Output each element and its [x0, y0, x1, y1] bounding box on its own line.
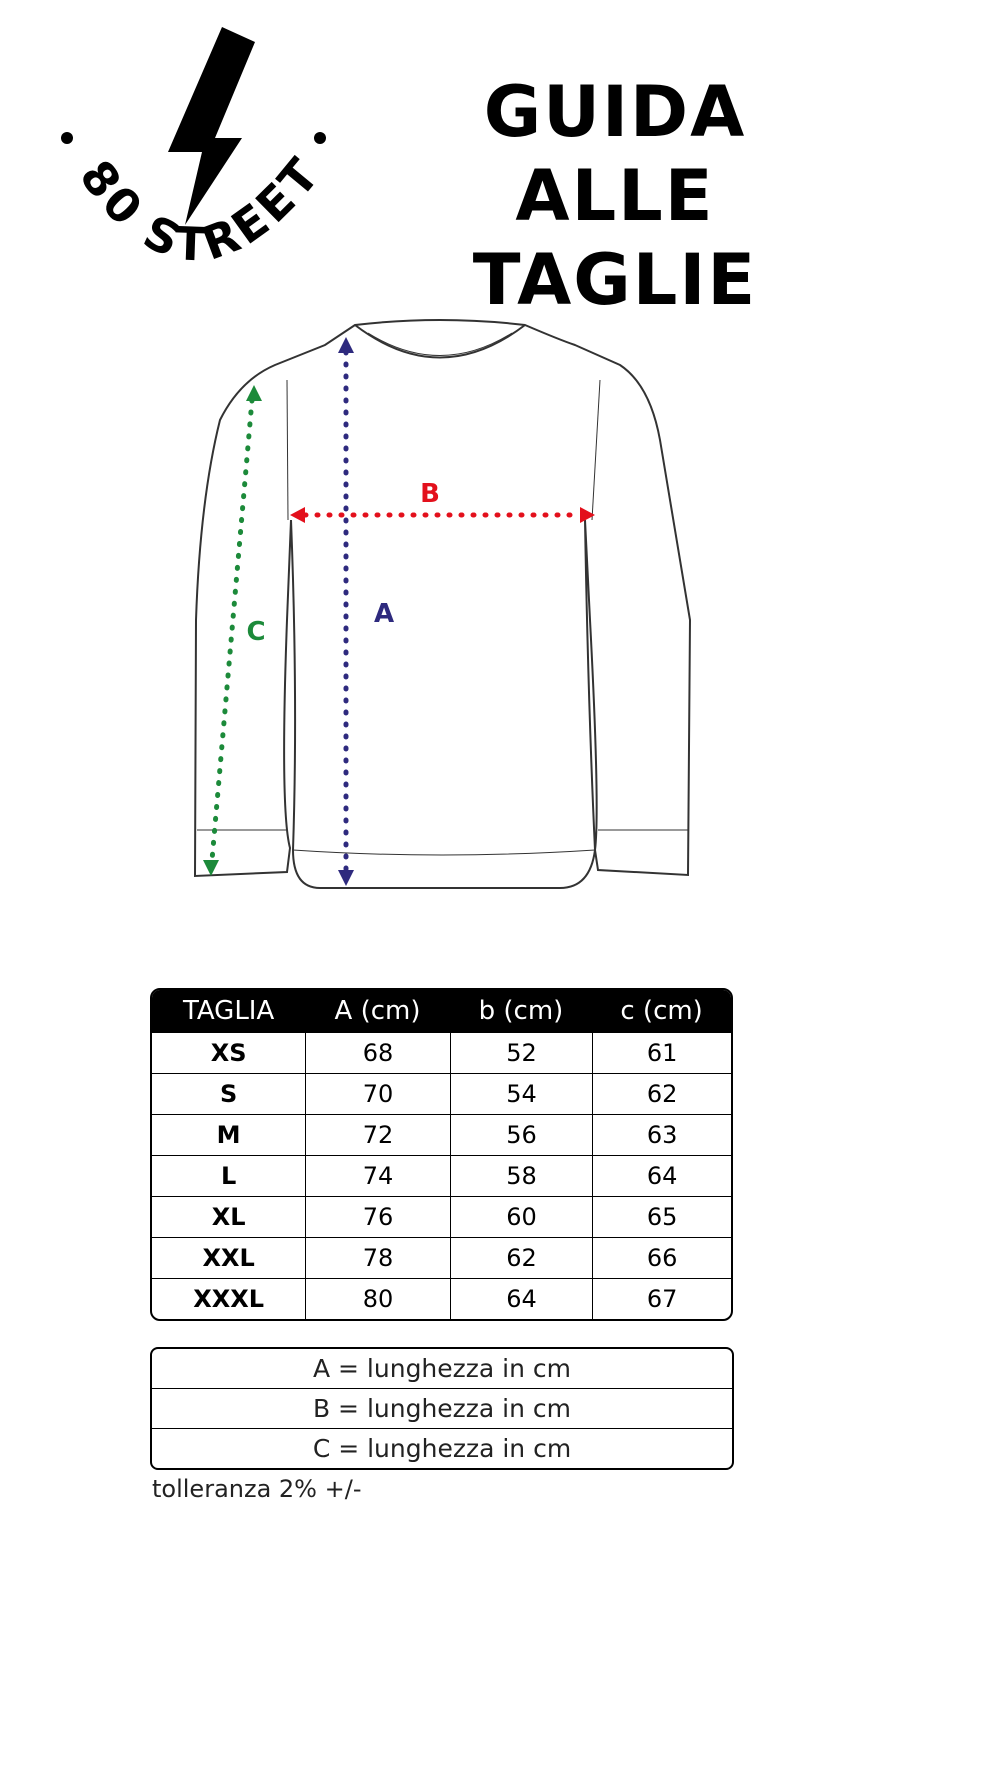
table-row: S 70 54 62 — [152, 1073, 731, 1114]
value-cell: 68 — [305, 1032, 450, 1073]
header-cell: TAGLIA — [152, 990, 306, 1032]
measure-a: A — [338, 337, 394, 886]
sweater-diagram: A B C — [193, 319, 692, 889]
value-cell: 62 — [449, 1237, 593, 1278]
size-table: TAGLIA A (cm) b (cm) c (cm) XS 68 52 61 S 70 5… — [150, 988, 733, 1321]
header-cell: b (cm) — [449, 990, 593, 1032]
measure-c: C — [203, 385, 266, 876]
value-cell: 67 — [592, 1278, 731, 1319]
size-cell: XXL — [152, 1237, 306, 1278]
value-cell: 60 — [449, 1196, 593, 1237]
value-cell: 74 — [305, 1155, 450, 1196]
table-row: XXXL 80 64 67 — [152, 1278, 731, 1319]
value-cell: 78 — [305, 1237, 450, 1278]
table-row: L 74 58 64 — [152, 1155, 731, 1196]
size-cell: L — [152, 1155, 306, 1196]
table-row: XS 68 52 61 — [152, 1032, 731, 1073]
table-row: XL 76 60 65 — [152, 1196, 731, 1237]
size-cell: M — [152, 1114, 306, 1155]
tolerance-note: tolleranza 2% +/- — [152, 1475, 362, 1503]
lightning-bolt-icon — [168, 27, 255, 225]
sweater-outline — [193, 319, 692, 889]
header-cell: c (cm) — [592, 990, 731, 1032]
size-cell: XXXL — [152, 1278, 306, 1319]
legend-item: C = lunghezza in cm — [152, 1428, 732, 1468]
svg-text:B: B — [420, 479, 440, 509]
table-row: M 72 56 63 — [152, 1114, 731, 1155]
size-cell: XL — [152, 1196, 306, 1237]
value-cell: 66 — [592, 1237, 731, 1278]
header-cell: A (cm) — [305, 990, 450, 1032]
value-cell: 64 — [449, 1278, 593, 1319]
value-cell: 61 — [592, 1032, 731, 1073]
value-cell: 65 — [592, 1196, 731, 1237]
value-cell: 63 — [592, 1114, 731, 1155]
legend-item: B = lunghezza in cm — [152, 1388, 732, 1428]
size-cell: XS — [152, 1032, 306, 1073]
value-cell: 54 — [449, 1073, 593, 1114]
value-cell: 64 — [592, 1155, 731, 1196]
svg-text:A: A — [374, 599, 394, 629]
value-cell: 56 — [449, 1114, 593, 1155]
table-row: XXL 78 62 66 — [152, 1237, 731, 1278]
size-cell: S — [152, 1073, 306, 1114]
measure-b: B — [290, 479, 595, 523]
brand-logo: 80 STREET — [61, 27, 328, 272]
value-cell: 52 — [449, 1032, 593, 1073]
title-line-1: GUIDA ALLE — [483, 71, 747, 237]
value-cell: 70 — [305, 1073, 450, 1114]
value-cell: 72 — [305, 1114, 450, 1155]
value-cell: 58 — [449, 1155, 593, 1196]
value-cell: 76 — [305, 1196, 450, 1237]
measurement-legend: A = lunghezza in cm B = lunghezza in cm … — [150, 1347, 734, 1470]
table-header-row: TAGLIA A (cm) b (cm) c (cm) — [152, 990, 731, 1032]
legend-item: A = lunghezza in cm — [312, 1354, 572, 1383]
page-title: GUIDA ALLE TAGLIE — [380, 70, 850, 322]
title-line-2: TAGLIE — [472, 239, 758, 321]
value-cell: 80 — [305, 1278, 450, 1319]
svg-text:C: C — [246, 617, 265, 647]
value-cell: 62 — [592, 1073, 731, 1114]
